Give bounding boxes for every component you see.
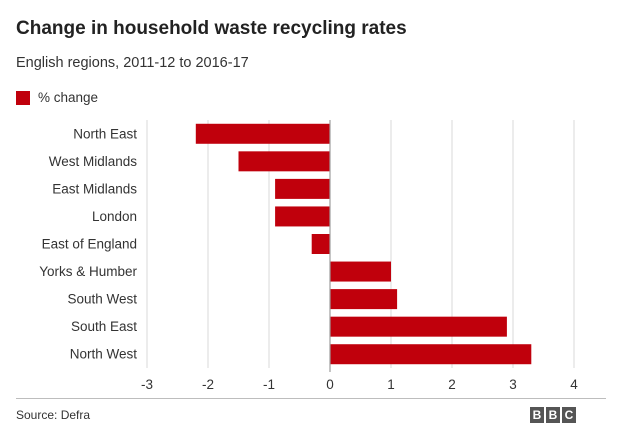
bar-london <box>275 206 330 227</box>
category-label: West Midlands <box>49 154 138 169</box>
category-label: South West <box>67 292 137 307</box>
chart-title: Change in household waste recycling rate… <box>16 18 407 39</box>
x-tick-label: 4 <box>570 377 578 392</box>
x-tick-label: 2 <box>448 377 456 392</box>
bar-north-west <box>330 344 532 365</box>
category-label: London <box>92 209 137 224</box>
footer-divider <box>16 398 606 399</box>
bar-south-west <box>330 289 398 310</box>
x-tick-label: -2 <box>202 377 214 392</box>
bar-east-of-england <box>311 234 330 254</box>
bar-yorks-humber <box>330 261 391 282</box>
category-label: North East <box>73 126 137 141</box>
legend: % change <box>16 90 98 105</box>
category-label: East Midlands <box>52 181 137 196</box>
x-tick-label: 3 <box>509 377 517 392</box>
x-tick-label: 1 <box>387 377 395 392</box>
bar-south-east <box>330 316 507 337</box>
bbc-logo: B B C <box>530 407 576 423</box>
category-label: North West <box>70 347 138 362</box>
x-tick-label: -3 <box>141 377 153 392</box>
logo-letter: B <box>546 407 560 423</box>
x-tick-label: -1 <box>263 377 275 392</box>
x-tick-label: 0 <box>326 377 334 392</box>
logo-letter: C <box>562 407 576 423</box>
logo-letter: B <box>530 407 544 423</box>
bar-north-east <box>195 123 330 144</box>
legend-swatch <box>16 90 30 105</box>
category-label: South East <box>71 319 137 334</box>
source-note: Source: Defra <box>16 408 91 422</box>
bar-west-midlands <box>238 151 330 172</box>
legend-label: % change <box>38 90 99 105</box>
chart-subtitle: English regions, 2011-12 to 2016-17 <box>16 55 249 71</box>
bar-east-midlands <box>275 178 330 199</box>
category-label: East of England <box>42 237 137 252</box>
category-label: Yorks & Humber <box>39 264 137 279</box>
